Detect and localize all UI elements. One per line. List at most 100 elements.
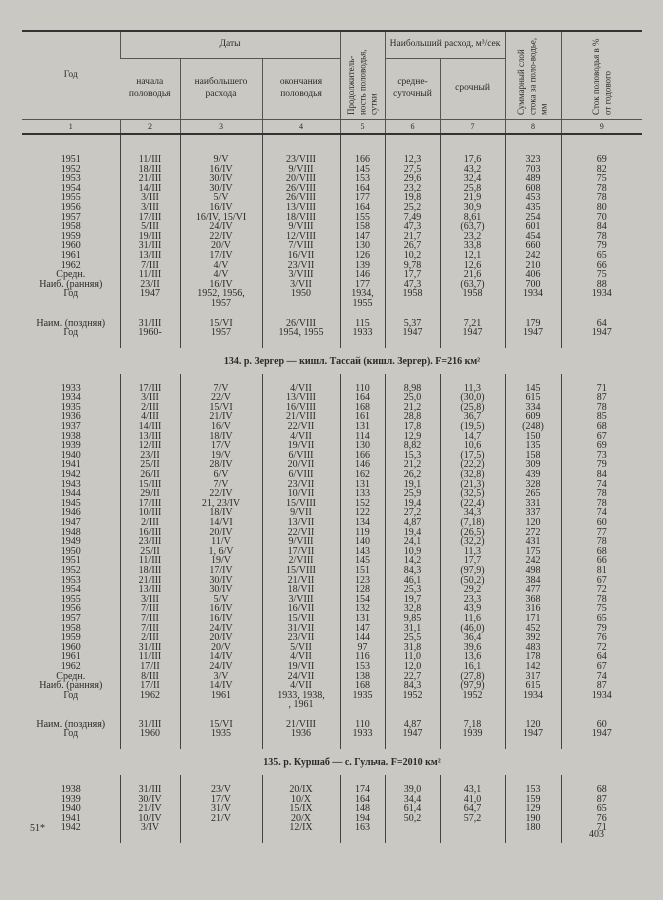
table-body: 1951 11/III 9/V 23/VIII 166 12,3 17,6 323 69 1952… xyxy=(22,135,642,844)
table-cell: 10,2 xyxy=(384,251,440,261)
table-row: 1956 7/III 16/IV 16/VII 132 32,8 43,9 316 75 xyxy=(22,604,642,614)
table-cell: 317 xyxy=(504,671,561,682)
table-cell: 126 xyxy=(339,251,385,261)
section-title: 134. р. Зергер — кишл. Тассай (кишл. Зер… xyxy=(223,355,481,367)
table-cell: 5/VII xyxy=(261,642,340,653)
table-row xyxy=(22,775,642,786)
table-cell: 1941 xyxy=(60,812,81,824)
table-cell xyxy=(439,145,505,155)
table-cell: 78 xyxy=(560,403,642,413)
table-cell: 4/VII xyxy=(261,431,340,442)
table-cell: Наим. (поздняя) xyxy=(36,718,106,730)
table-row: 1954 13/III 30/IV 18/VII 128 25,3 29,2 477 72 xyxy=(22,585,642,595)
table-cell: (27,8) xyxy=(439,671,505,682)
table-cell: 452 xyxy=(504,623,561,634)
table-row: Год 1960- 1957 1954, 1955 1933 1947 1947 1947 19… xyxy=(22,328,642,338)
table-cell: 14/IV xyxy=(179,652,262,662)
table-cell: 12/IX xyxy=(261,823,340,834)
table-row: 1959 2/III 20/IV 23/VII 144 25,5 36,4 392 76 xyxy=(22,633,642,643)
table-cell: 1934 xyxy=(504,289,561,309)
table-row xyxy=(22,373,642,384)
table-cell: 64 xyxy=(560,652,642,662)
table-cell: 30/IV xyxy=(179,174,262,184)
table-cell: 190 xyxy=(504,814,561,824)
table-cell: 164 xyxy=(339,203,385,213)
table-cell: 78 xyxy=(560,193,642,203)
table-cell: 1947 xyxy=(384,328,440,338)
table-cell: 162 xyxy=(339,470,385,480)
header-end: окончания половодья xyxy=(261,58,341,120)
table-cell: 14/VI xyxy=(179,518,262,528)
table-cell xyxy=(119,709,180,720)
table-cell: (26,5) xyxy=(439,527,505,538)
table-cell: 21,2 xyxy=(384,403,440,413)
table-cell xyxy=(119,145,180,155)
table-cell: 67 xyxy=(560,575,642,586)
table-cell: 78 xyxy=(560,594,642,605)
table-cell xyxy=(339,833,385,844)
table-cell: 4/V xyxy=(179,260,262,271)
table-cell: 13/III xyxy=(119,585,180,595)
table-cell: Год xyxy=(63,327,79,339)
table-cell: 25,2 xyxy=(384,203,440,213)
table-cell: 21,7 xyxy=(384,231,440,242)
table-row xyxy=(22,739,642,750)
table-cell: 17,6 xyxy=(439,155,505,165)
table-cell: 21/IV xyxy=(179,412,262,423)
table-cell: 60 xyxy=(560,518,642,528)
table-cell: 489 xyxy=(504,174,561,184)
table-cell: 700 xyxy=(504,279,561,290)
table-cell: 27,2 xyxy=(384,508,440,518)
table-cell xyxy=(560,145,642,155)
table-cell: 17,7 xyxy=(439,556,505,566)
table-cell: 14/III xyxy=(119,422,180,432)
table-cell: (50,2) xyxy=(439,575,505,586)
table-row: 1955 3/III 5/V 26/VIII 177 19,8 21,9 453 78 xyxy=(22,193,642,203)
table-cell: 132 xyxy=(339,604,385,614)
table-cell: 75 xyxy=(560,174,642,184)
table-cell: 22/IV xyxy=(179,489,262,499)
table-cell xyxy=(439,739,505,750)
table-cell: 15/VI xyxy=(179,403,262,413)
table-cell: 1955 xyxy=(60,192,81,204)
table-cell: 15/VI xyxy=(179,318,262,329)
column-number: 7 xyxy=(439,119,506,134)
table-cell: 139 xyxy=(339,260,385,271)
table-cell: 254 xyxy=(504,212,561,223)
table-cell: 703 xyxy=(504,164,561,175)
table-cell: 10,9 xyxy=(384,546,440,557)
table-cell: 1951 xyxy=(60,154,81,165)
table-cell: 65 xyxy=(560,804,642,814)
table-cell: 21/VIII xyxy=(261,720,340,730)
table-row: 1950 25/II 1, 6/V 17/VII 143 10,9 11,3 175 68 xyxy=(22,546,642,557)
table-cell: 435 xyxy=(504,203,561,213)
table-cell: 18/VIII xyxy=(261,212,340,223)
table-cell: 164 xyxy=(339,794,385,805)
table-cell: 20/IV xyxy=(179,527,262,538)
table-cell: 8,61 xyxy=(439,212,505,223)
table-row: 1953 21/III 30/IV 21/VII 123 46,1 (50,2) 384 67 xyxy=(22,575,642,586)
table-cell: 608 xyxy=(504,183,561,194)
table-cell: 12,9 xyxy=(384,431,440,442)
table-row: 1942 26/II 6/V 6/VIII 162 26,2 (32,8) 439 84 xyxy=(22,470,642,480)
table-row: 1939 12/III 17/V 19/VII 130 8,82 10,6 135 69 xyxy=(22,441,642,451)
table-cell xyxy=(439,823,505,834)
header-duration-text: Продолжитель-ность половодья, сутки xyxy=(345,48,379,115)
table-cell: 15/VII xyxy=(261,614,340,624)
table-cell: 26/II xyxy=(119,470,180,480)
table-cell: 1955 xyxy=(60,593,81,605)
table-cell: 10/III xyxy=(119,508,180,518)
table-cell: 18/III xyxy=(119,164,180,175)
table-cell xyxy=(384,739,440,750)
table-cell: 601 xyxy=(504,222,561,232)
table-cell: 143 xyxy=(339,546,385,557)
table-row: 1955 3/III 5/V 3/VIII 154 19,7 23,3 368 78 xyxy=(22,593,642,605)
table-cell: 84,3 xyxy=(384,681,440,691)
header-peak: наибольшего расхода xyxy=(179,58,262,120)
table-cell: 78 xyxy=(560,489,642,499)
table-row: Наим. (поздняя) 31/III 15/VI 21/VIII 110 4,87… xyxy=(22,720,642,730)
table-cell: 120 xyxy=(504,720,561,730)
table-cell xyxy=(339,709,385,720)
table-cell: 5/V xyxy=(179,193,262,203)
